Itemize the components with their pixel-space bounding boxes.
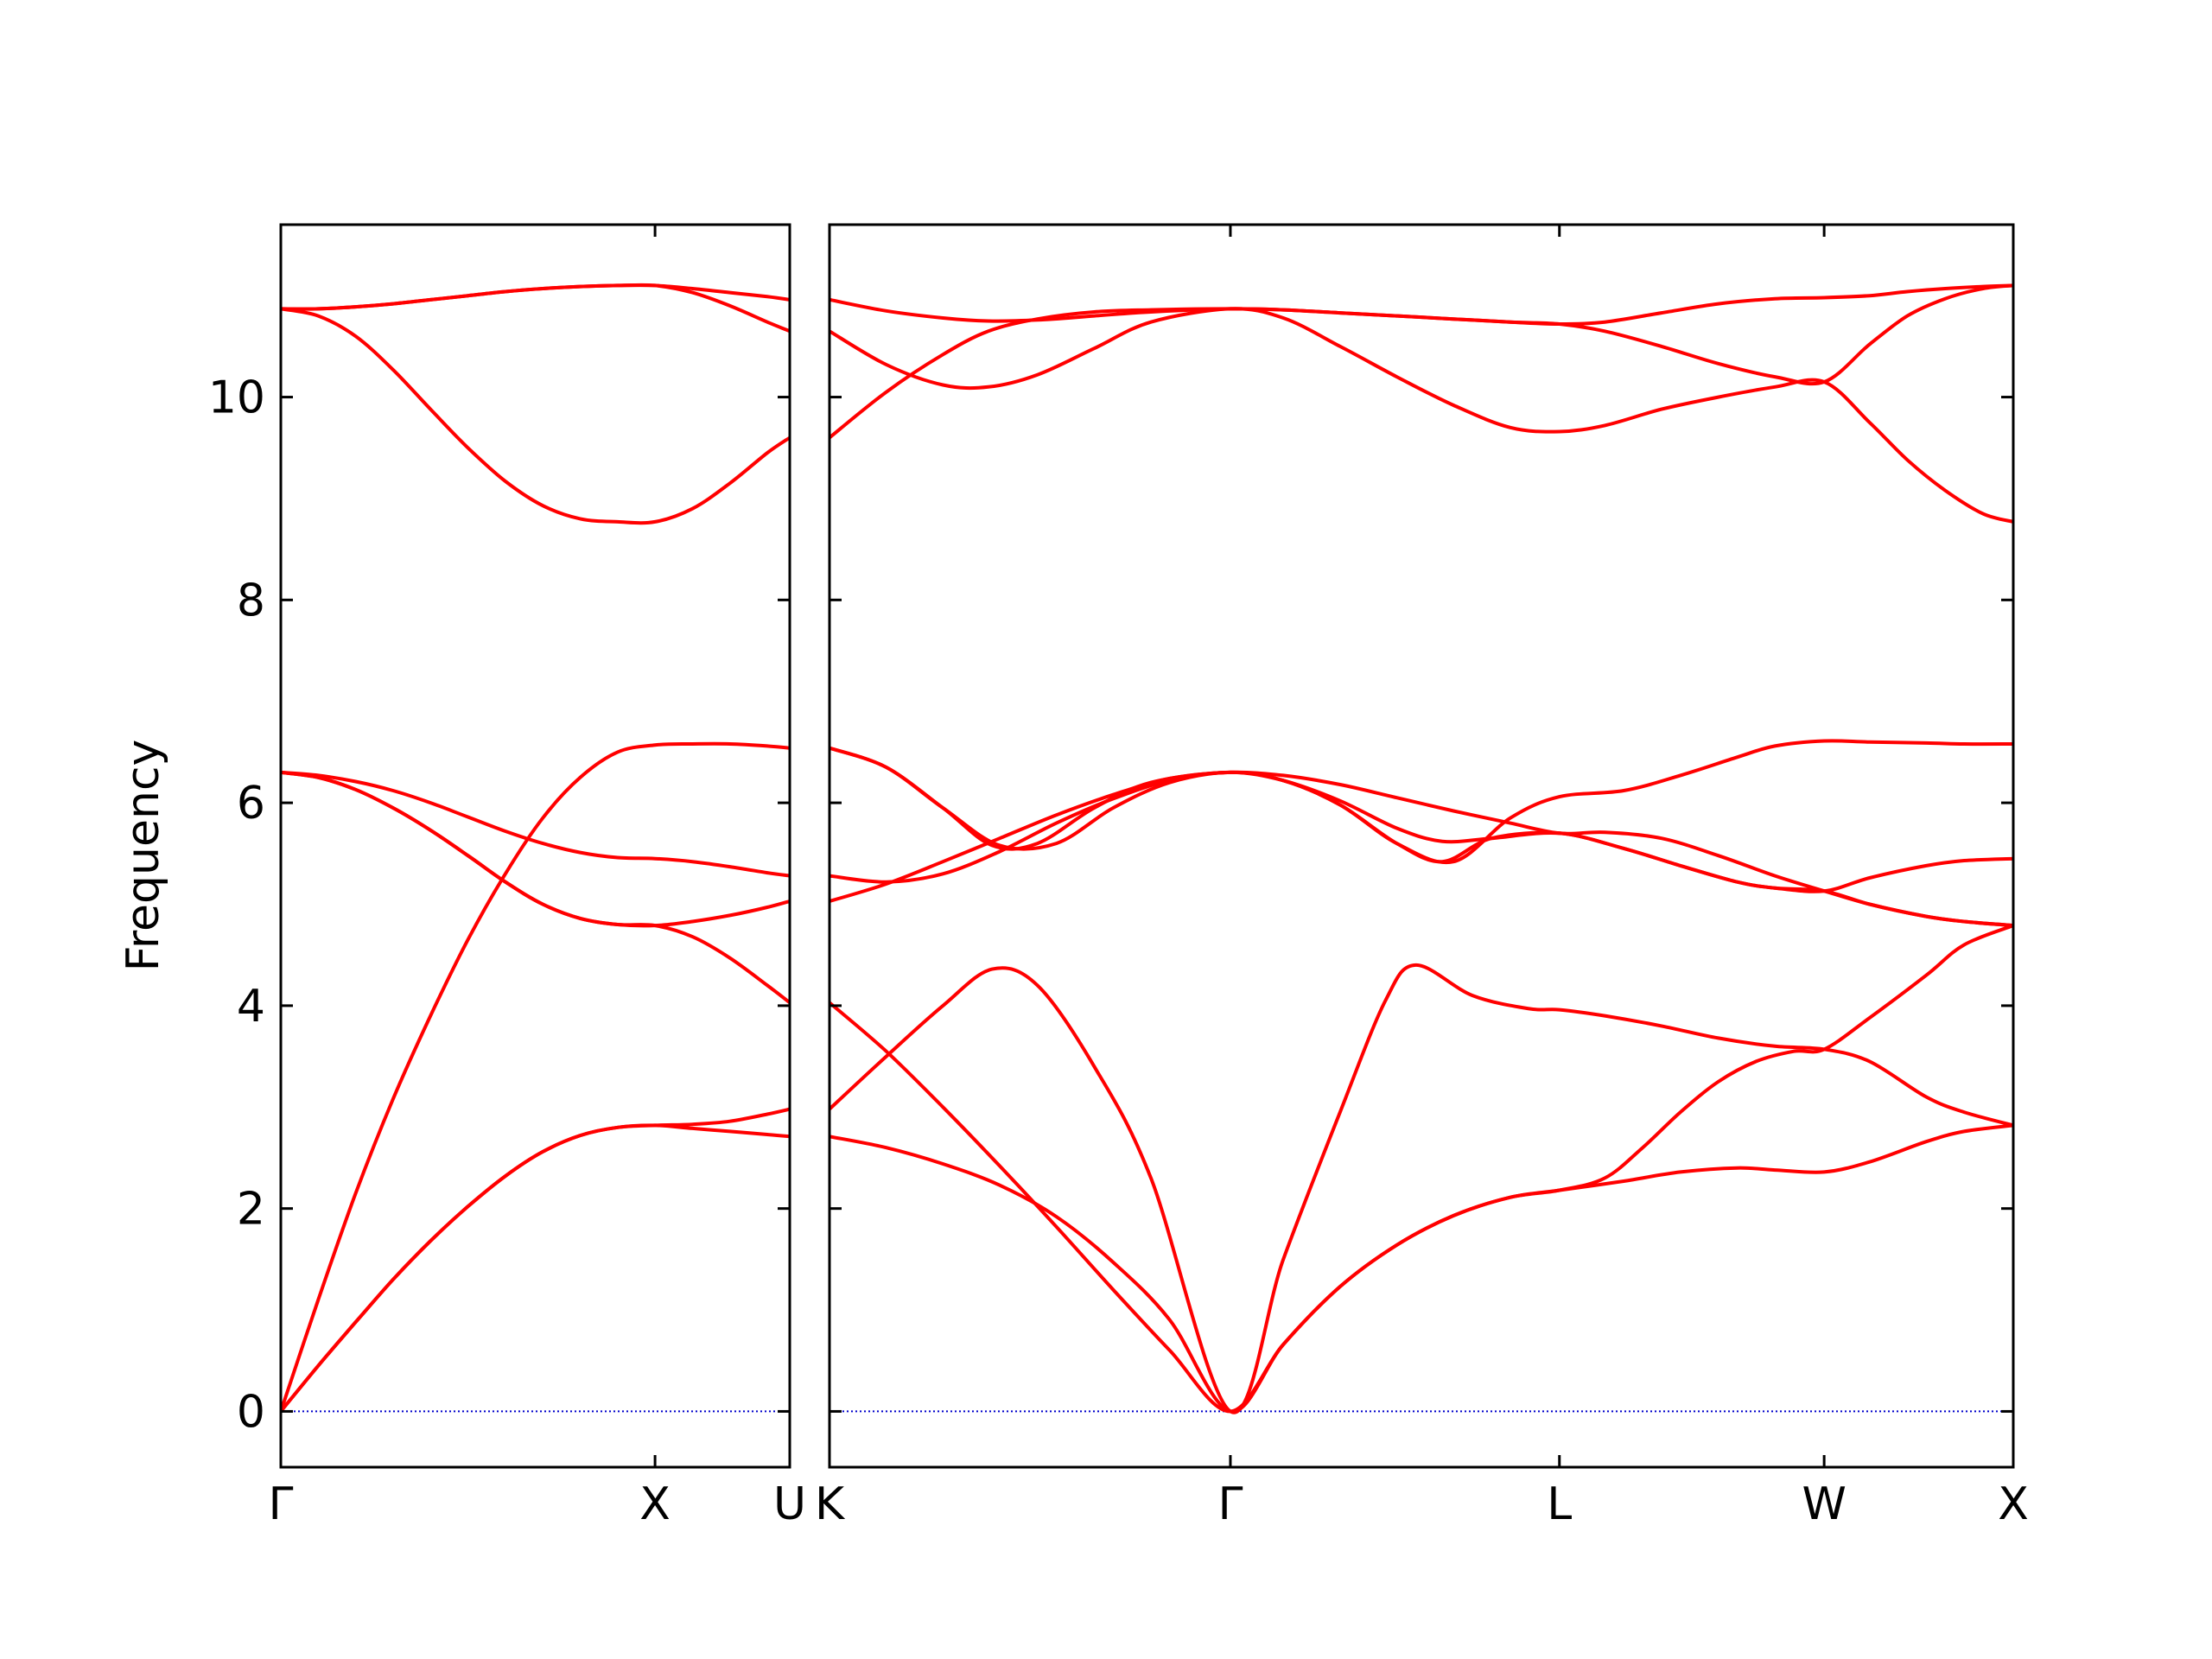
band-line-2: [830, 963, 2013, 1414]
x-tick-label: Γ: [269, 1478, 294, 1530]
plot-panels: 0 2 4 6 8 10 Γ X U K Γ L W X: [208, 223, 2029, 1530]
x-tick-label: X: [639, 1478, 671, 1530]
y-tick-label: 2: [237, 1184, 265, 1236]
band-line-3: [281, 1107, 790, 1413]
band-line-9: [281, 283, 790, 311]
band-line-6: [830, 770, 2013, 928]
band-line-4: [281, 770, 790, 1004]
y-axis-label: Frequency: [118, 740, 169, 972]
band-line-1: [830, 1123, 2013, 1414]
y-tick-label: 6: [237, 778, 265, 830]
x-tick-label: U: [773, 1478, 806, 1530]
band-line-2: [281, 741, 790, 1413]
band-line-7: [830, 739, 2013, 865]
band-line-5: [830, 770, 2013, 893]
band-line-10: [830, 283, 2013, 326]
x-tick-label: L: [1547, 1478, 1572, 1530]
band-line-8: [830, 307, 2013, 524]
y-tick-label: 4: [237, 981, 265, 1033]
band-lines: [281, 283, 790, 1413]
x-tick-label: Γ: [1217, 1478, 1243, 1530]
x-tick-label: K: [815, 1478, 846, 1530]
band-lines: [830, 283, 2013, 1414]
x-tick-label: X: [1998, 1478, 2029, 1530]
x-tick-label: W: [1802, 1478, 1846, 1530]
band-line-7: [281, 307, 790, 525]
y-tick-label: 0: [237, 1386, 265, 1438]
band-line-6: [281, 770, 790, 878]
panel-frame: [279, 223, 791, 1469]
y-tick-label: 8: [237, 575, 265, 626]
panel-frame: [828, 223, 2015, 1469]
band-line-9: [830, 283, 2013, 440]
band-line-5: [281, 770, 790, 928]
band-line-3: [830, 924, 2013, 1414]
panel-1: 0 2 4 6 8 10 Γ X U: [208, 223, 806, 1530]
y-tick-label: 10: [208, 372, 265, 424]
band-line-1: [281, 1123, 790, 1413]
